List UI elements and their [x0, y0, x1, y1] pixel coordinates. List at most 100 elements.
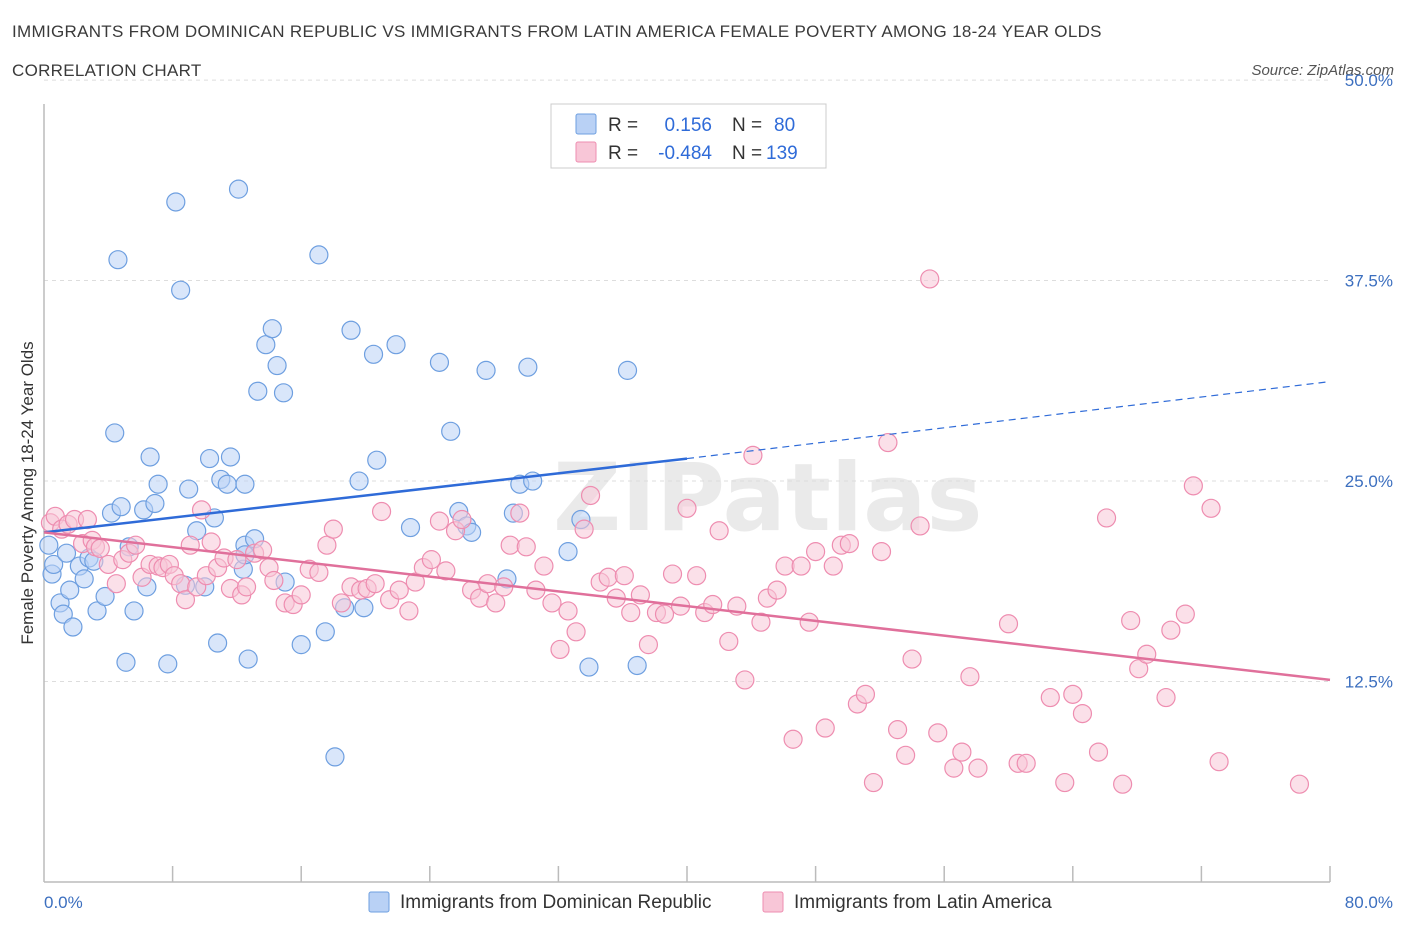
point-latin-america	[126, 535, 146, 555]
point-latin-america	[399, 601, 419, 621]
point-latin-america	[452, 509, 472, 530]
point-dominican-republic	[108, 250, 128, 270]
point-latin-america	[799, 612, 819, 632]
point-latin-america	[180, 535, 200, 555]
trend-line-dominican-republic-projection	[686, 381, 1331, 460]
point-latin-america	[783, 729, 803, 749]
point-dominican-republic	[63, 617, 83, 637]
point-dominican-republic	[291, 635, 311, 655]
point-dominican-republic	[208, 633, 228, 653]
point-latin-america	[687, 566, 707, 586]
point-latin-america	[1289, 774, 1310, 794]
point-latin-america	[998, 614, 1019, 634]
point-latin-america	[542, 593, 562, 613]
point-dominican-republic	[199, 448, 220, 469]
point-dominican-republic	[315, 622, 335, 642]
point-latin-america	[534, 556, 554, 576]
point-latin-america	[677, 498, 697, 518]
point-dominican-republic	[179, 479, 199, 499]
point-dominican-republic	[111, 497, 131, 517]
point-dominican-republic	[228, 179, 249, 199]
gridlines	[44, 79, 1330, 683]
point-latin-america	[371, 501, 392, 522]
bottom-legend-swatch-blue	[368, 891, 390, 913]
point-latin-america	[944, 758, 964, 778]
point-dominican-republic	[248, 381, 268, 401]
point-latin-america	[331, 593, 351, 613]
point-latin-america	[968, 758, 988, 778]
point-latin-america	[558, 601, 578, 621]
point-latin-america	[429, 511, 450, 531]
point-dominican-republic	[429, 352, 450, 372]
legend-r-label-1: R =	[608, 115, 638, 136]
point-dominican-republic	[235, 474, 255, 494]
point-latin-america	[751, 612, 771, 632]
point-latin-america	[1063, 684, 1083, 704]
point-latin-america	[910, 516, 930, 536]
point-dominican-republic	[400, 517, 421, 538]
point-dominican-republic	[262, 319, 282, 339]
legend-r-value-1: 0.156	[664, 115, 712, 136]
point-latin-america	[253, 540, 273, 560]
point-latin-america	[709, 521, 729, 541]
point-latin-america	[574, 519, 594, 539]
point-latin-america	[598, 567, 618, 587]
point-dominican-republic	[518, 357, 538, 377]
point-latin-america	[1161, 620, 1181, 640]
point-dominican-republic	[309, 245, 329, 265]
point-latin-america	[486, 593, 506, 613]
point-latin-america	[1096, 508, 1117, 528]
chart-subtitle: CORRELATION CHART	[12, 61, 202, 80]
point-latin-america	[1055, 772, 1075, 793]
point-latin-america	[580, 485, 601, 506]
point-dominican-republic	[140, 447, 160, 467]
point-latin-america	[855, 684, 876, 704]
x-ticks	[171, 866, 1331, 882]
point-dominican-republic	[56, 543, 77, 563]
point-dominican-republic	[267, 355, 287, 376]
point-latin-america	[201, 532, 221, 552]
point-latin-america	[236, 577, 257, 597]
point-latin-america	[1113, 774, 1133, 794]
point-latin-america	[510, 503, 530, 523]
point-latin-america	[638, 635, 659, 655]
point-latin-america	[421, 550, 442, 570]
point-latin-america	[1088, 742, 1109, 762]
point-dominican-republic	[217, 474, 237, 494]
legend-r-value-2: -0.484	[658, 143, 712, 164]
point-latin-america	[719, 631, 739, 652]
point-latin-america	[960, 667, 980, 687]
trend-lines	[43, 381, 1331, 682]
point-latin-america	[791, 556, 811, 576]
y-tick-label: 50.0%	[1345, 71, 1393, 90]
point-latin-america	[735, 670, 755, 690]
x-tick-label-max: 80.0%	[1345, 893, 1393, 912]
point-latin-america	[1209, 752, 1229, 772]
point-dominican-republic	[116, 652, 136, 672]
trend-line-dominican-republic	[43, 457, 688, 534]
point-latin-america	[106, 574, 126, 594]
y-tick-label: 25.0%	[1345, 472, 1393, 491]
point-latin-america	[654, 604, 675, 624]
point-dominican-republic	[341, 320, 361, 340]
point-dominican-republic	[60, 580, 80, 600]
point-latin-america	[928, 723, 948, 743]
point-latin-america	[264, 570, 284, 591]
point-dominican-republic	[386, 335, 406, 355]
point-dominican-republic	[148, 474, 168, 494]
point-latin-america	[743, 445, 763, 465]
point-latin-america	[775, 556, 795, 576]
point-dominican-republic	[256, 335, 276, 355]
y-axis-title: Female Poverty Among 18-24 Year Olds	[18, 341, 37, 644]
point-latin-america	[1201, 498, 1221, 518]
point-latin-america	[815, 718, 835, 738]
chart-title: IMMIGRANTS FROM DOMINICAN REPUBLIC VS IM…	[12, 22, 1102, 41]
legend-swatch-blue	[575, 113, 597, 135]
point-latin-america	[871, 542, 892, 562]
point-latin-america	[952, 742, 972, 762]
point-latin-america	[1016, 753, 1036, 773]
point-latin-america	[823, 556, 843, 576]
point-latin-america	[902, 649, 922, 669]
bottom-legend-label-pink: Immigrants from Latin America	[794, 892, 1052, 913]
point-dominican-republic	[95, 586, 115, 607]
